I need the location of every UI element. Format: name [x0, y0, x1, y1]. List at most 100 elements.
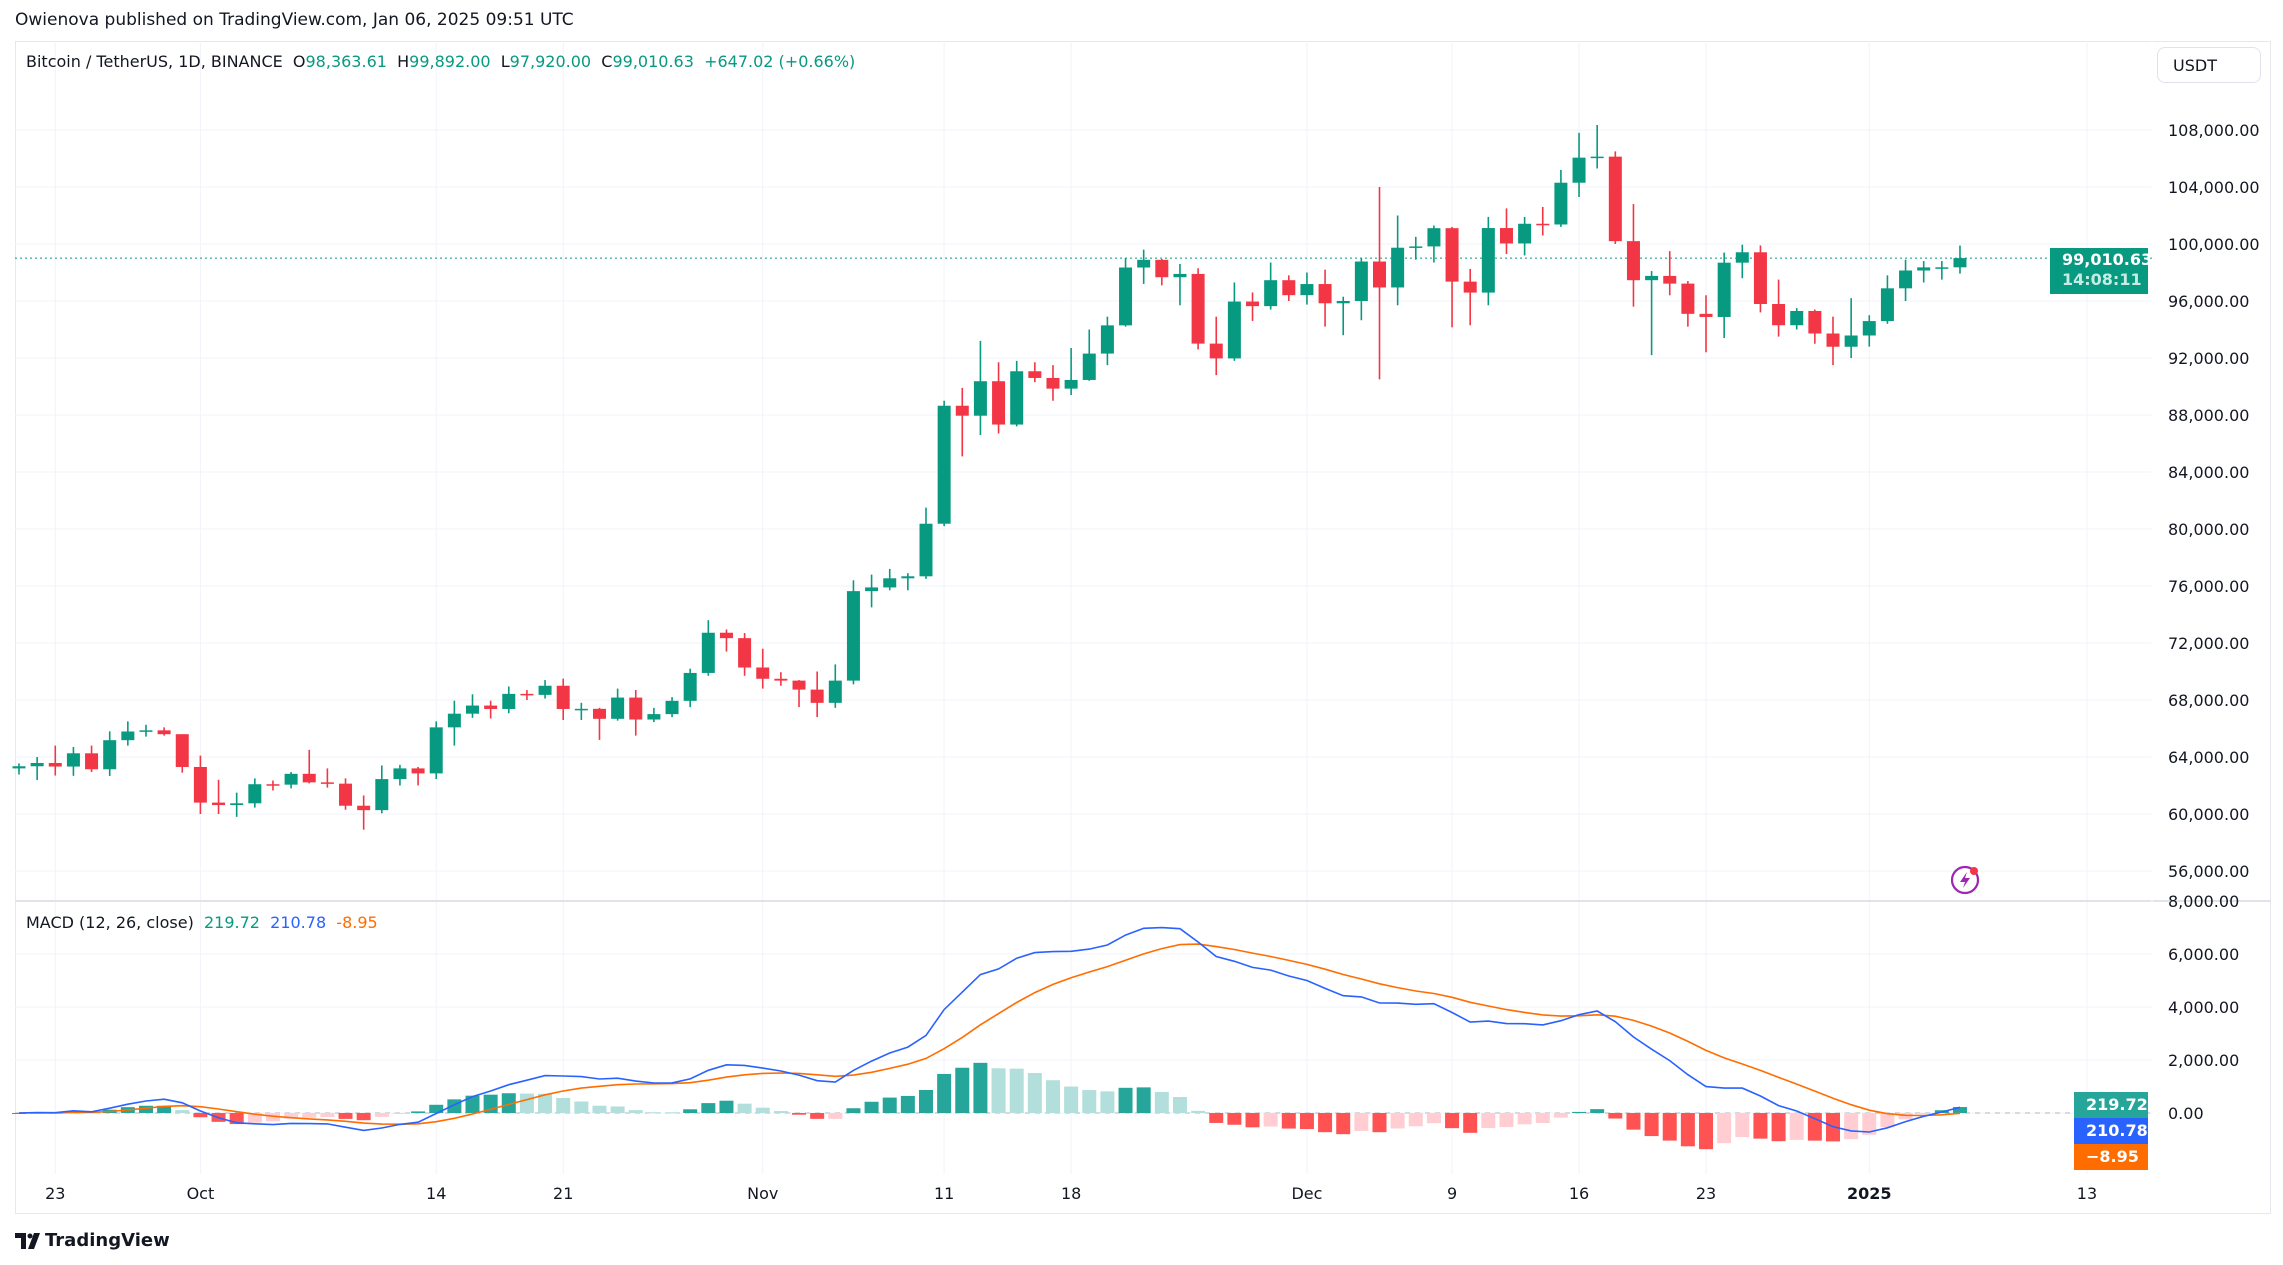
candle[interactable]	[121, 721, 135, 746]
candle[interactable]	[357, 795, 371, 830]
candle[interactable]	[611, 688, 625, 721]
candle[interactable]	[756, 648, 770, 689]
candle[interactable]	[1536, 206, 1550, 236]
candle[interactable]	[665, 697, 679, 718]
candle[interactable]	[973, 340, 987, 435]
candle[interactable]	[1119, 258, 1133, 327]
candle[interactable]	[1790, 308, 1804, 330]
candle[interactable]	[175, 734, 189, 773]
macd-title[interactable]: MACD (12, 26, close)	[26, 913, 194, 932]
candle[interactable]	[937, 400, 951, 527]
candle[interactable]	[955, 387, 969, 457]
candle[interactable]	[212, 779, 226, 814]
candle[interactable]	[139, 724, 153, 737]
candle[interactable]	[411, 766, 425, 786]
candle[interactable]	[1753, 245, 1767, 313]
candle[interactable]	[828, 664, 842, 708]
candle[interactable]	[284, 771, 298, 789]
candle[interactable]	[266, 780, 280, 791]
symbol-name[interactable]: Bitcoin / TetherUS, 1D, BINANCE	[26, 52, 283, 71]
candle[interactable]	[1427, 225, 1441, 263]
candle[interactable]	[393, 764, 407, 786]
candle[interactable]	[1862, 315, 1876, 347]
candle[interactable]	[339, 778, 353, 810]
candle[interactable]	[466, 694, 479, 718]
candle[interactable]	[846, 580, 860, 685]
candle[interactable]	[1826, 316, 1840, 366]
candle[interactable]	[1590, 125, 1604, 169]
candle[interactable]	[1010, 360, 1024, 427]
candle[interactable]	[1391, 215, 1405, 306]
candle[interactable]	[30, 757, 44, 781]
candle[interactable]	[429, 721, 443, 780]
candle[interactable]	[992, 362, 1006, 434]
candle[interactable]	[12, 763, 26, 775]
candle[interactable]	[1880, 275, 1894, 324]
candle[interactable]	[103, 731, 117, 776]
candle[interactable]	[248, 778, 262, 808]
candle[interactable]	[1191, 268, 1205, 350]
time-axis[interactable]: 23 Oct 14 21 Nov 11 18 Dec 9 16 23 2025 13	[45, 1184, 2097, 1203]
candle[interactable]	[1100, 316, 1114, 366]
candle[interactable]	[1572, 132, 1586, 197]
candle[interactable]	[1499, 208, 1513, 254]
candle[interactable]	[1173, 263, 1187, 306]
candle[interactable]	[1409, 236, 1423, 260]
candle[interactable]	[447, 700, 461, 746]
candle[interactable]	[1227, 282, 1241, 361]
candle[interactable]	[1373, 187, 1386, 380]
candle[interactable]	[193, 755, 207, 814]
candle[interactable]	[1318, 269, 1332, 327]
candle[interactable]	[1518, 216, 1532, 256]
candle[interactable]	[919, 507, 933, 579]
candle[interactable]	[484, 700, 498, 719]
candle[interactable]	[66, 747, 80, 776]
candle[interactable]	[1155, 258, 1169, 286]
candle[interactable]	[683, 668, 697, 708]
candle[interactable]	[1917, 261, 1931, 283]
candle[interactable]	[502, 686, 516, 714]
candle[interactable]	[883, 568, 897, 591]
currency-button[interactable]: USDT	[2157, 47, 2261, 83]
candle[interactable]	[1246, 292, 1260, 321]
lightning-icon[interactable]	[1950, 865, 1980, 895]
candle[interactable]	[865, 574, 879, 608]
candle[interactable]	[1064, 348, 1078, 396]
candle[interactable]	[1463, 268, 1477, 326]
candle[interactable]	[230, 792, 244, 817]
candle[interactable]	[1699, 295, 1713, 353]
candle[interactable]	[1626, 204, 1640, 307]
candle[interactable]	[574, 702, 588, 720]
candle[interactable]	[1935, 261, 1949, 280]
macd-axis[interactable]: 8,000.00 6,000.00 4,000.00 2,000.00 0.00	[2168, 892, 2239, 1123]
candle[interactable]	[1681, 281, 1695, 327]
candle[interactable]	[320, 768, 334, 788]
candle[interactable]	[1445, 226, 1459, 328]
candle[interactable]	[520, 690, 534, 700]
candle[interactable]	[48, 745, 62, 776]
candle[interactable]	[1953, 245, 1967, 274]
price-axis[interactable]: 108,000.00 104,000.00 100,000.00 96,000.00 9…	[2168, 121, 2260, 881]
candle[interactable]	[1336, 296, 1350, 336]
candle[interactable]	[1300, 272, 1314, 305]
candle[interactable]	[1844, 298, 1858, 358]
candle[interactable]	[1899, 259, 1913, 301]
candle[interactable]	[1481, 216, 1495, 306]
candle[interactable]	[738, 633, 752, 676]
candle[interactable]	[1663, 251, 1677, 296]
candle[interactable]	[701, 620, 715, 676]
candle[interactable]	[1046, 365, 1060, 401]
candle[interactable]	[901, 573, 915, 591]
candle[interactable]	[647, 707, 661, 723]
candle[interactable]	[792, 680, 806, 708]
candle[interactable]	[375, 765, 389, 814]
candle[interactable]	[1082, 329, 1096, 381]
candle[interactable]	[1808, 309, 1822, 344]
candle[interactable]	[1735, 244, 1749, 279]
candle[interactable]	[774, 672, 788, 686]
candle[interactable]	[719, 629, 733, 652]
candle[interactable]	[1554, 169, 1568, 227]
candle[interactable]	[1608, 151, 1622, 244]
candle[interactable]	[85, 745, 99, 772]
